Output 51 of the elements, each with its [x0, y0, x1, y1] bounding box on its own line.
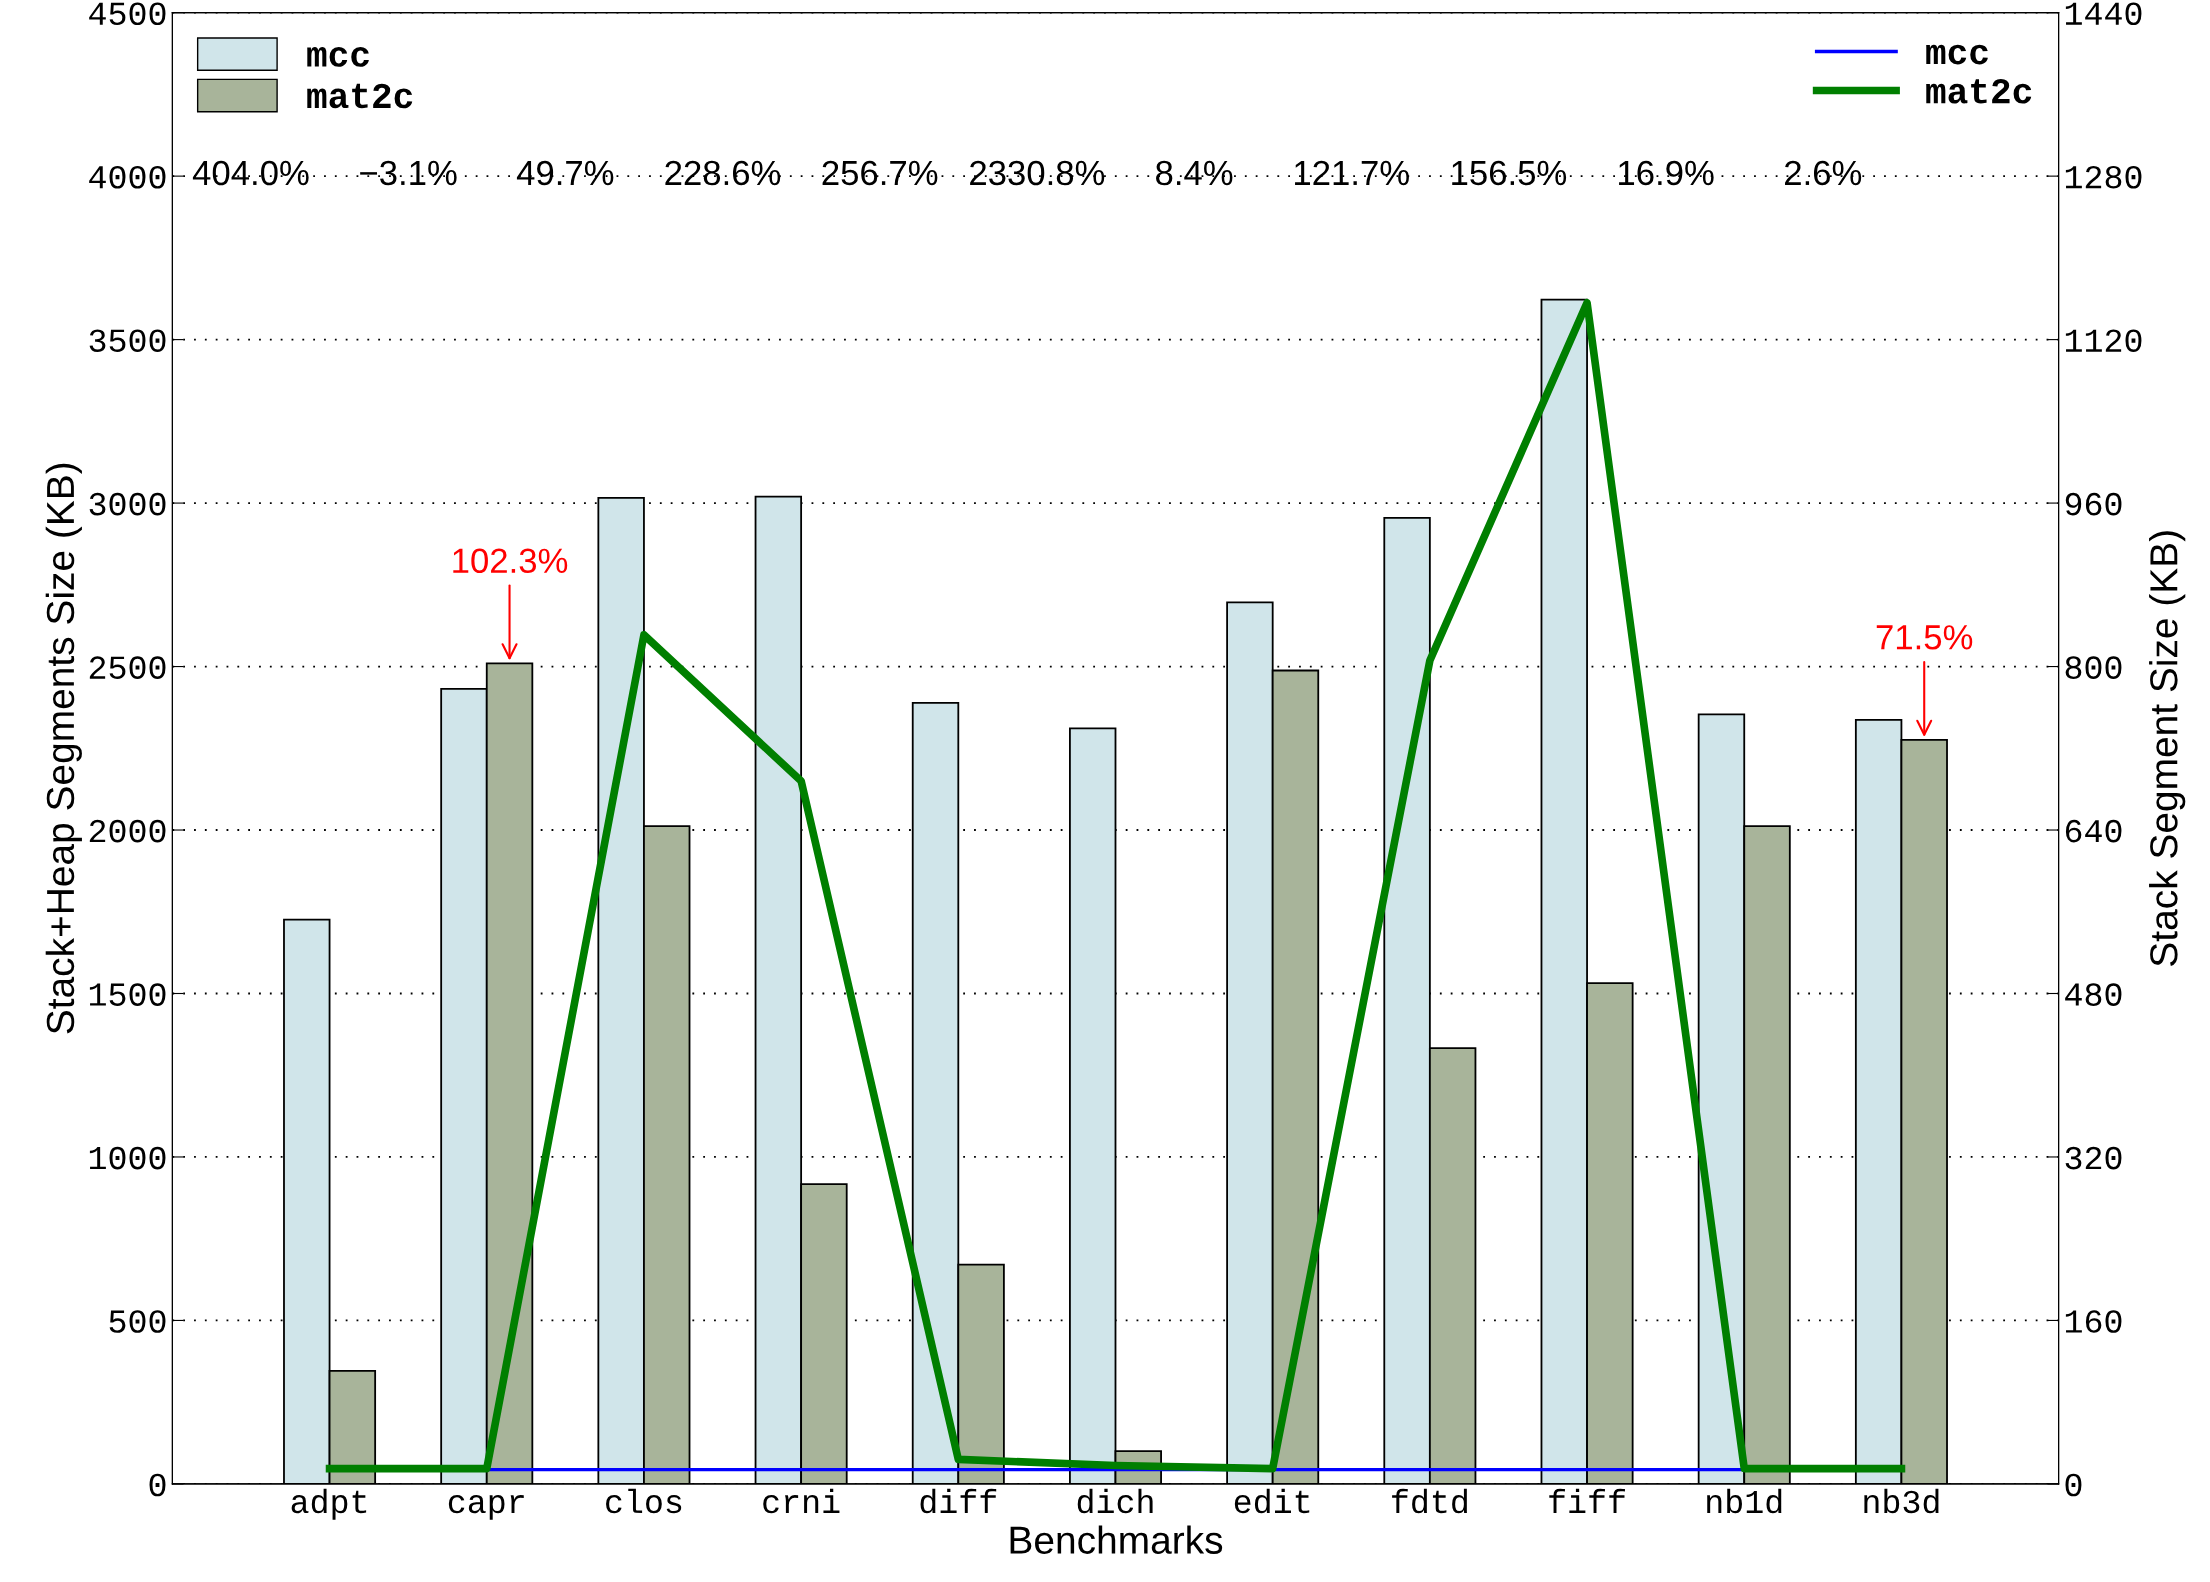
y2-tick-label: 640 — [2065, 819, 2122, 843]
annotation: 49.7% — [516, 160, 614, 186]
y2-tick-label: 960 — [2065, 492, 2122, 516]
y-tick-label: 3000 — [89, 492, 166, 516]
y2-tick-label: 480 — [2065, 983, 2122, 1006]
annotation: 2.6% — [1785, 160, 1862, 186]
y-tick-label: 4500 — [89, 2, 166, 26]
annotation: 71.5% — [1876, 625, 1973, 650]
annotation: −3.1% — [360, 160, 457, 186]
y2-axis-title: Stack Segment Size (KB) — [2149, 531, 2186, 966]
x-axis-title: Benchmarks — [1010, 1525, 1223, 1554]
legend-label: mcc — [307, 47, 369, 67]
y-tick-label: 0 — [149, 1473, 166, 1497]
annotation: 121.7% — [1295, 160, 1409, 186]
annotation: 8.4% — [1156, 160, 1233, 186]
legend-label: mcc — [1926, 44, 1988, 65]
legend-label: mat2c — [1926, 79, 2032, 104]
y2-tick-label: 0 — [2065, 1473, 2082, 1497]
y-tick-label: 3500 — [89, 329, 166, 353]
y-tick-label: 1500 — [89, 983, 166, 1006]
x-tick-label: fiff — [1549, 1488, 1625, 1513]
y-tick-label: 2000 — [89, 819, 166, 843]
x-tick-label: capr — [448, 1494, 524, 1520]
x-tick-label: dich — [1077, 1488, 1153, 1514]
x-tick-label: adpt — [291, 1488, 367, 1520]
annotation: 256.7% — [822, 160, 938, 186]
x-tick-label: nb1d — [1707, 1488, 1782, 1514]
y-tick-label: 4000 — [89, 165, 166, 189]
annotation: 16.9% — [1619, 160, 1714, 186]
legend-label: mat2c — [307, 83, 413, 109]
y2-tick-label: 320 — [2065, 1146, 2122, 1170]
y2-tick-label: 1440 — [2065, 2, 2142, 26]
y2-tick-label: 160 — [2065, 1310, 2122, 1333]
y2-tick-label: 800 — [2065, 656, 2122, 679]
annotation: 404.0% — [192, 160, 309, 186]
x-tick-label: nb3d — [1864, 1488, 1939, 1514]
x-tick-label: crni — [763, 1488, 840, 1514]
y2-tick-label: 1120 — [2065, 329, 2142, 353]
x-tick-label: diff — [920, 1488, 997, 1514]
y-tick-label: 500 — [109, 1310, 166, 1333]
annotation: 228.6% — [665, 160, 781, 186]
x-tick-label: fdtd — [1392, 1488, 1467, 1514]
annotation: 2330.8% — [970, 160, 1105, 186]
y-tick-label: 1000 — [89, 1146, 166, 1170]
annotation: 102.3% — [453, 548, 568, 574]
x-tick-label: edit — [1234, 1488, 1310, 1514]
y2-tick-label: 1280 — [2065, 165, 2142, 189]
annotation: 156.5% — [1452, 160, 1567, 186]
y-tick-label: 2500 — [89, 656, 166, 679]
x-tick-label: clos — [606, 1488, 682, 1514]
y-axis-title: Stack+Heap Segments Size (KB) — [45, 463, 82, 1034]
